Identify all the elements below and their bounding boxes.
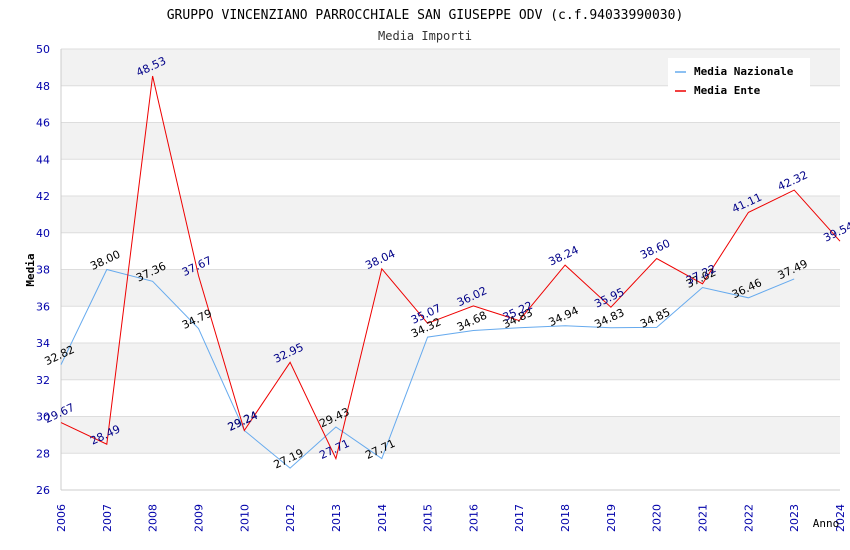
- y-tick-label: 26: [36, 484, 50, 497]
- grid-band: [61, 122, 840, 160]
- grid-band: [61, 379, 840, 417]
- y-tick-label: 32: [36, 374, 50, 387]
- x-tick-label: 2010: [238, 504, 251, 532]
- grid-lines: [60, 48, 840, 491]
- x-axis-label: Anno: [813, 517, 840, 530]
- legend-label-nazionale: Media Nazionale: [694, 65, 794, 78]
- x-tick-label: 2019: [605, 504, 618, 532]
- y-tick-label: 28: [36, 447, 50, 460]
- y-tick-label: 30: [36, 411, 50, 424]
- y-tick-label: 48: [36, 80, 50, 93]
- x-tick-label: 2021: [697, 504, 710, 532]
- y-tick-label: 40: [36, 227, 50, 240]
- x-tick-label: 2017: [513, 504, 526, 532]
- chart-title: GRUPPO VINCENZIANO PARROCCHIALE SAN GIUS…: [167, 8, 684, 23]
- x-tick-label: 2016: [467, 504, 480, 532]
- grid-band: [61, 416, 840, 454]
- x-tick-label: 2013: [330, 504, 343, 532]
- y-axis-ticks: 26 28 30 32 34 36 38 40 42 44 46 48 50: [36, 43, 50, 497]
- grid-band: [61, 306, 840, 343]
- x-tick-label: 2023: [788, 504, 801, 532]
- grid-band: [61, 269, 840, 307]
- x-tick-label: 2014: [376, 504, 389, 532]
- legend-box: [668, 58, 810, 100]
- legend-label-ente: Media Ente: [694, 84, 761, 97]
- legend: Media Nazionale Media Ente: [668, 58, 810, 100]
- grid-band: [61, 159, 840, 196]
- series-line-ente: [60, 75, 841, 461]
- y-axis-label: Media: [24, 253, 37, 286]
- x-tick-label: 2020: [651, 504, 664, 532]
- x-tick-label: 2018: [559, 504, 572, 532]
- x-axis-ticks: 2006 2007 2008 2009 2010 2012 2013 2014 2015 2016…: [55, 504, 847, 532]
- x-tick-label: 2012: [284, 504, 297, 532]
- y-tick-label: 42: [36, 190, 50, 203]
- x-tick-label: 2006: [55, 504, 68, 532]
- y-tick-label: 34: [36, 337, 50, 350]
- grid-band: [61, 232, 840, 270]
- x-tick-label: 2024: [834, 504, 847, 532]
- x-tick-label: 2009: [192, 504, 205, 532]
- y-tick-label: 38: [36, 264, 50, 277]
- y-tick-label: 36: [36, 300, 50, 313]
- grid-band: [61, 343, 840, 380]
- chart-subtitle: Media Importi: [378, 29, 472, 43]
- x-tick-label: 2022: [742, 504, 755, 532]
- grid-band: [61, 196, 840, 233]
- grid-bands: [61, 49, 840, 490]
- series-line-nazionale: [60, 268, 795, 469]
- x-tick-label: 2007: [101, 504, 114, 532]
- grid-band: [61, 453, 840, 490]
- x-tick-label: 2008: [147, 504, 160, 532]
- x-tick-label: 2015: [422, 504, 435, 532]
- y-tick-label: 50: [36, 43, 50, 56]
- y-tick-label: 44: [36, 153, 50, 166]
- y-tick-label: 46: [36, 117, 50, 130]
- series-group: [60, 75, 841, 469]
